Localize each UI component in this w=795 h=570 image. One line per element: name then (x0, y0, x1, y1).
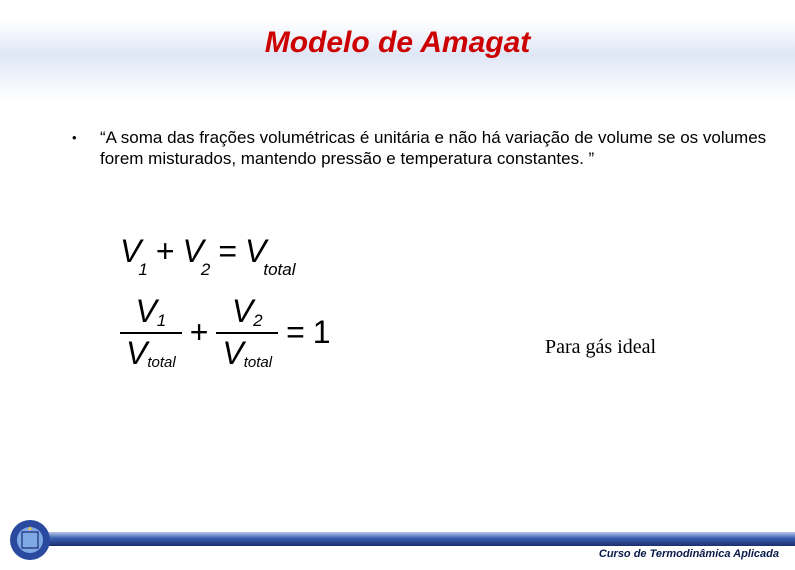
bullet-text: “A soma das frações volumétricas é unitá… (100, 128, 767, 169)
bullet-marker: • (72, 128, 100, 145)
equation-line-1: V1 + V2 = Vtotal (120, 233, 331, 274)
footer-bar (42, 532, 795, 546)
bullet-item: • “A soma das frações volumétricas é uni… (72, 128, 767, 169)
eq-plus-2: + (184, 314, 215, 351)
eq-fraction-2: V2 Vtotal (216, 294, 278, 370)
footer-text: Curso de Termodinâmica Aplicada (597, 548, 781, 560)
equation-line-2: V1 Vtotal + V2 Vtotal = 1 (120, 294, 331, 370)
eq-equals: = (212, 233, 243, 270)
eq-var-v2: V2 (183, 233, 211, 274)
eq-var-vtotal: Vtotal (245, 233, 295, 274)
eq-equals-2: = (280, 314, 311, 351)
equation-block: V1 + V2 = Vtotal V1 Vtotal + V2 Vtotal =… (120, 233, 331, 371)
side-note: Para gás ideal (545, 336, 656, 359)
slide-title: Modelo de Amagat (265, 26, 531, 59)
eq-fraction-1: V1 Vtotal (120, 294, 182, 370)
eq-plus: + (150, 233, 181, 270)
course-logo-icon (8, 518, 52, 562)
eq-var-v1: V1 (120, 233, 148, 274)
slide-title-container: Modelo de Amagat (0, 26, 795, 60)
eq-rhs: 1 (313, 314, 331, 351)
